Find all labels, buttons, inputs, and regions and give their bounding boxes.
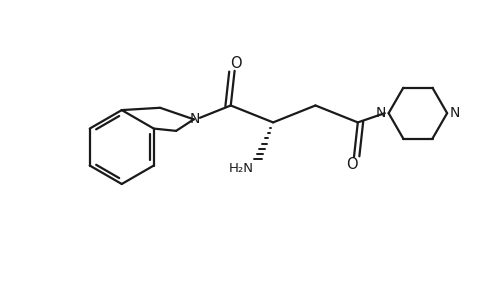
Text: N: N (375, 106, 385, 120)
Text: N: N (189, 112, 199, 126)
Text: O: O (346, 157, 358, 172)
Text: N: N (449, 106, 459, 120)
Text: H₂N: H₂N (228, 162, 253, 175)
Text: O: O (230, 56, 241, 71)
